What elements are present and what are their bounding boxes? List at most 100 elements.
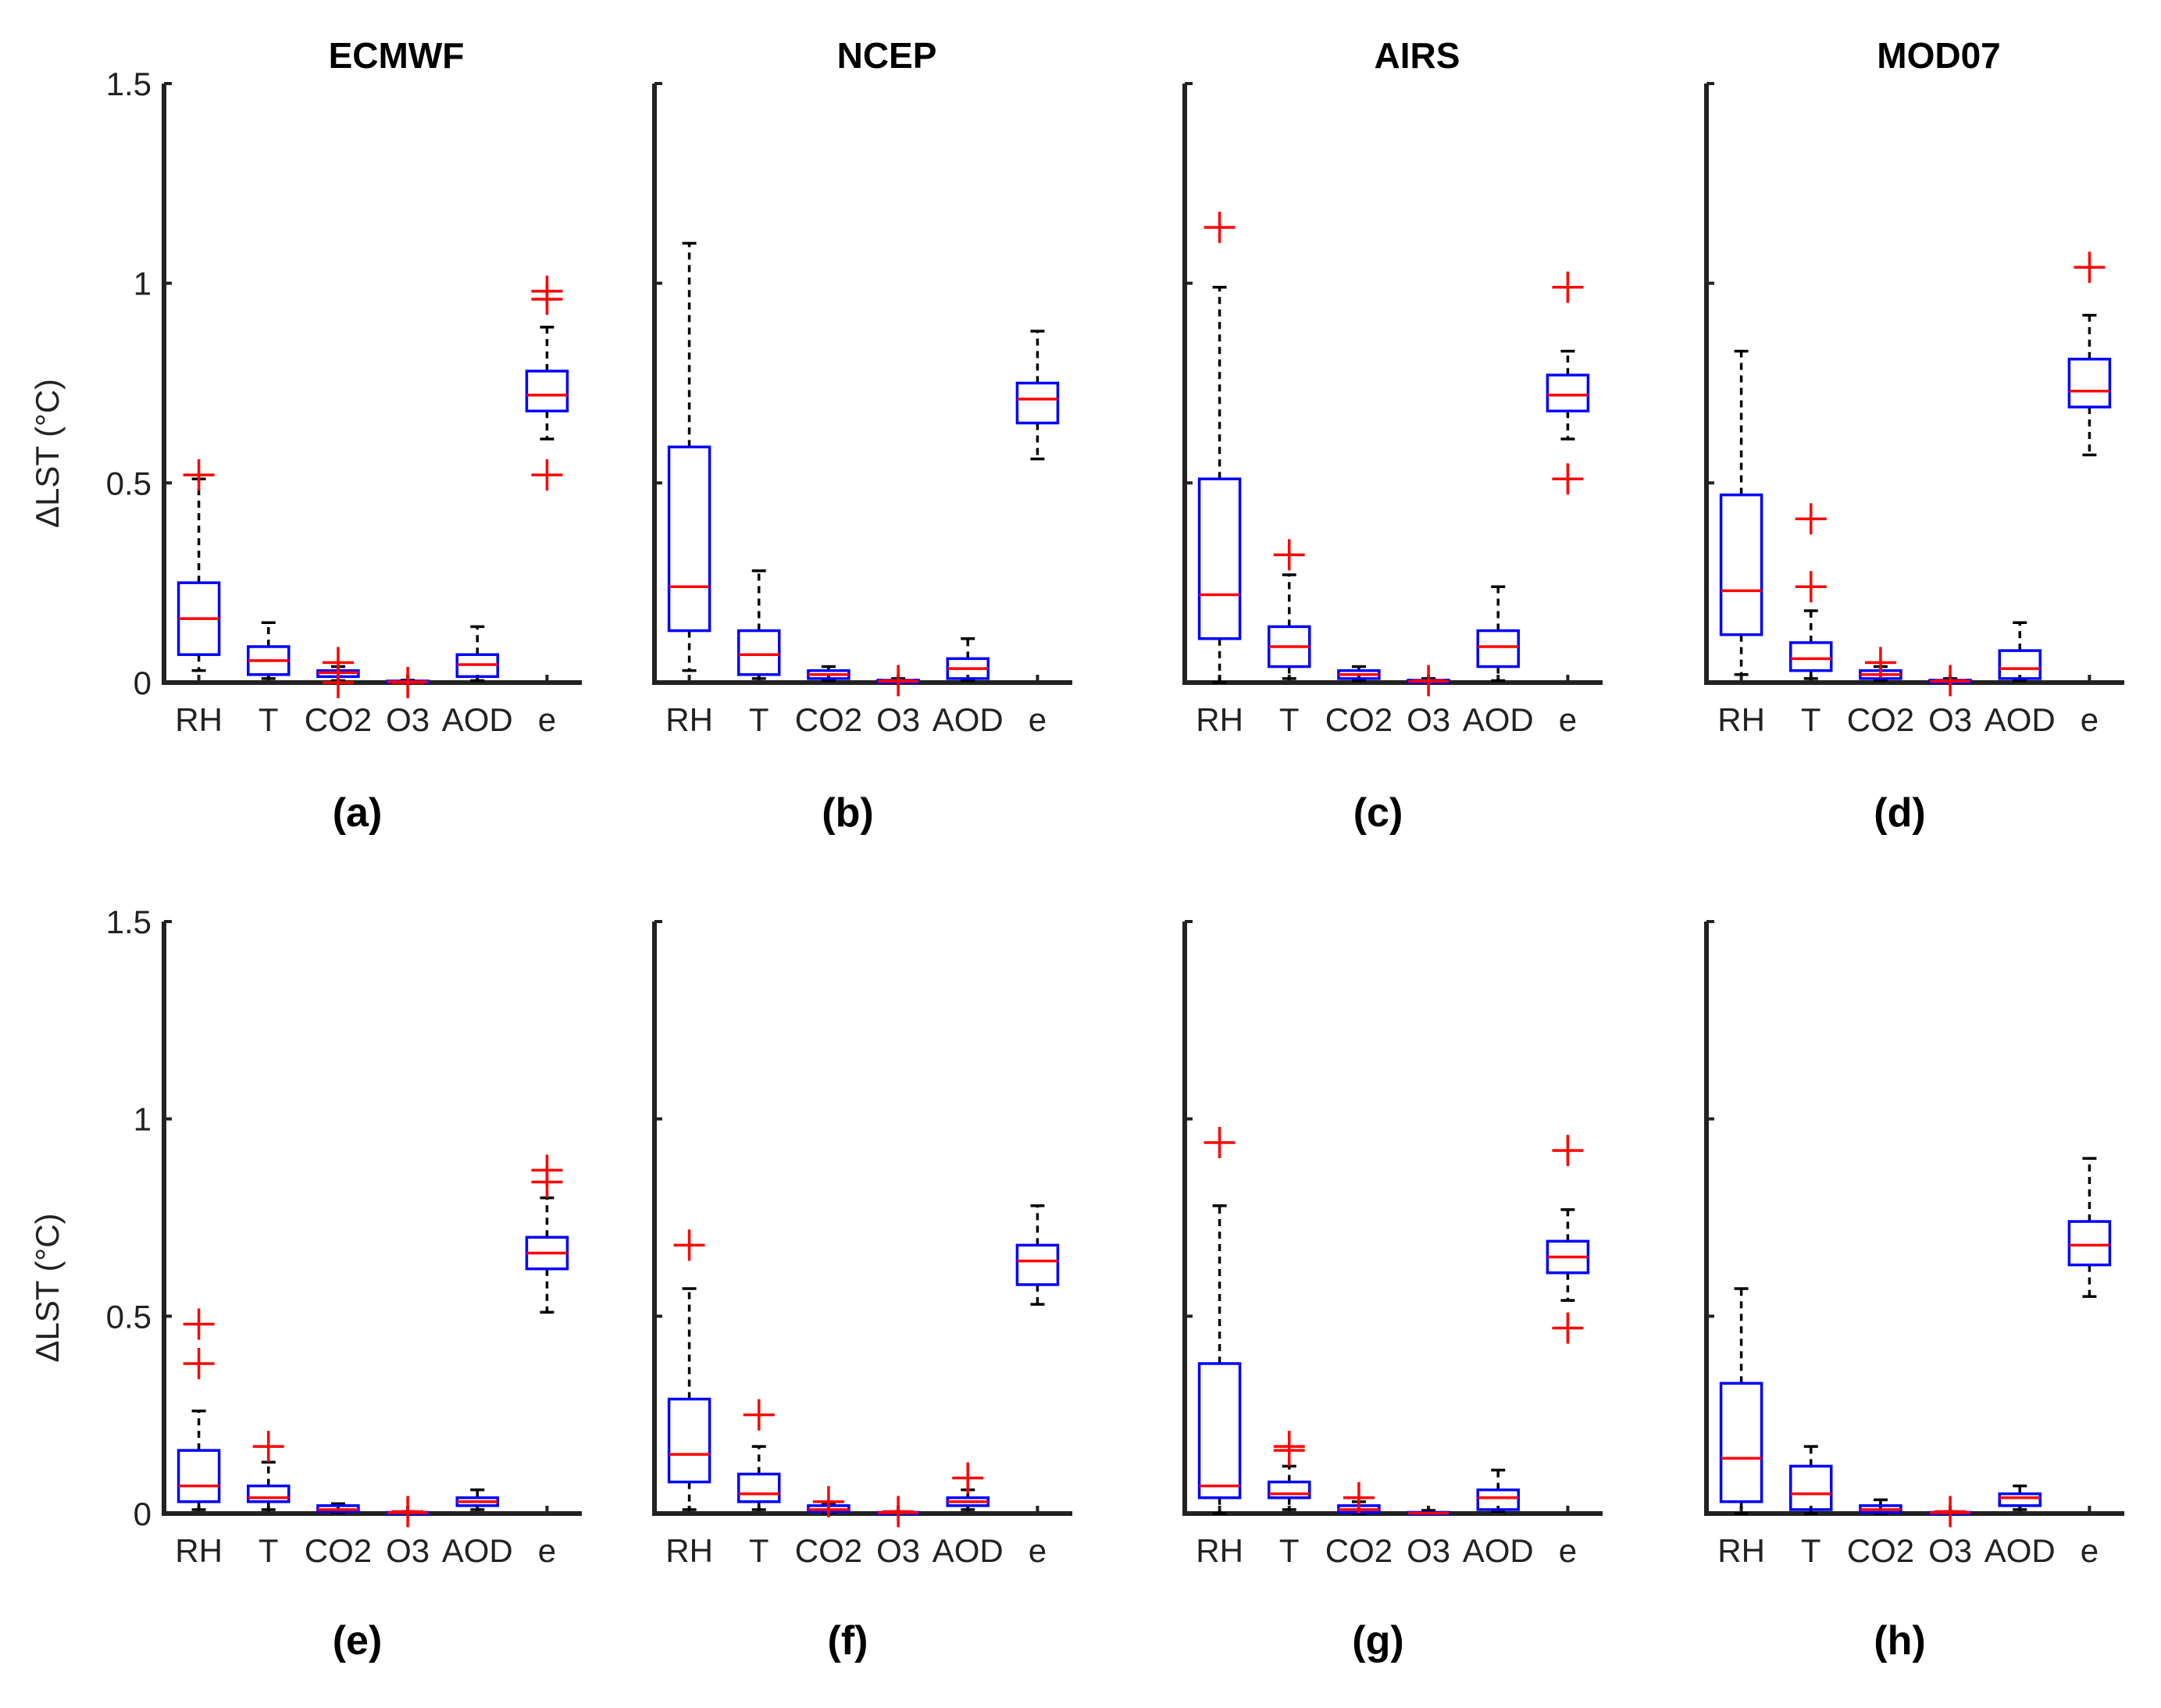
panel-title: NCEP — [837, 35, 937, 76]
outlier-marker — [952, 1462, 984, 1494]
y-axis-label: ΔLST (°C) — [29, 1213, 66, 1362]
panel-label: (b) — [822, 790, 873, 836]
outlier-marker — [392, 667, 424, 698]
iqr-box — [1197, 477, 1242, 640]
x-tick-label: AOD — [1984, 1532, 2056, 1569]
outlier-marker — [1273, 1431, 1305, 1463]
box-aod — [1998, 621, 2042, 683]
panel-label: (d) — [1874, 790, 1925, 836]
outlier-marker — [812, 1485, 844, 1517]
iqr-box — [667, 445, 711, 633]
iqr-box — [737, 1472, 781, 1503]
x-tick-label: CO2 — [1325, 701, 1393, 738]
box-rh — [667, 1229, 711, 1511]
x-tick-label: RH — [1196, 1532, 1243, 1569]
panel-h: RH T CO2 O3 AOD e (h) — [1704, 920, 2124, 1663]
x-tick-label: RH — [1717, 701, 1765, 738]
panel-label: (f) — [828, 1618, 868, 1663]
box-o3 — [1928, 1496, 1972, 1528]
box-rh — [177, 459, 221, 672]
box-co2 — [1859, 647, 1902, 683]
box-t — [1789, 503, 1833, 680]
iqr-box — [247, 1484, 291, 1503]
box-t — [247, 1431, 291, 1511]
panel-a: ECMWF 0 0.5 1 1.5 ΔLST (°C) RH T CO2 O3 AOD e (a) — [29, 35, 582, 836]
x-tick-label: AOD — [1984, 701, 2056, 738]
axis-lines — [652, 922, 1072, 1516]
y-tick-label: 1 — [134, 1101, 152, 1138]
box-rh — [1719, 1287, 1763, 1515]
box-rh — [177, 1308, 221, 1511]
x-tick-label: O3 — [1407, 1532, 1450, 1569]
iqr-box — [1789, 1464, 1833, 1511]
iqr-box — [1546, 373, 1590, 413]
box-e — [1546, 271, 1590, 495]
iqr-box — [2067, 1220, 2112, 1267]
outlier-marker — [2074, 251, 2106, 283]
x-tick-label: e — [1029, 1532, 1047, 1569]
box-aod — [1476, 585, 1520, 683]
outlier-marker — [1204, 212, 1236, 244]
panel-f: RH T CO2 O3 AOD e (f) — [652, 920, 1072, 1663]
x-tick-label: CO2 — [305, 1532, 372, 1569]
box-rh — [1197, 212, 1242, 684]
x-tick-label: RH — [1196, 701, 1243, 738]
outlier-marker — [1552, 463, 1584, 495]
panel-d: MOD07 RH T CO2 O3 AOD e (d) — [1704, 35, 2124, 836]
x-tick-label: CO2 — [1847, 1532, 1914, 1569]
box-t — [1268, 1431, 1311, 1511]
y-tick-label: 1.5 — [106, 904, 152, 940]
panel-title: ECMWF — [329, 35, 465, 76]
x-tick-label: AOD — [442, 701, 513, 738]
outlier-marker — [673, 1229, 705, 1261]
box-e — [2067, 251, 2112, 457]
panel-c: AIRS RH T CO2 O3 AOD e (c) — [1182, 35, 1603, 836]
x-tick-label: e — [1559, 701, 1577, 738]
box-rh — [1719, 349, 1763, 676]
x-tick-label: CO2 — [305, 701, 372, 738]
x-tick-label: AOD — [1463, 701, 1534, 738]
panel-b: NCEP RH T CO2 O3 AOD e (b) — [652, 35, 1072, 836]
x-tick-label: O3 — [876, 701, 920, 738]
x-tick-label: O3 — [1928, 701, 1972, 738]
y-tick-label: 0 — [134, 1496, 152, 1532]
x-tick-label: CO2 — [795, 701, 862, 738]
x-tick-label: O3 — [876, 1532, 920, 1569]
x-tick-label: T — [1801, 1532, 1821, 1569]
x-tick-label: AOD — [1463, 1532, 1534, 1569]
box-e — [525, 275, 569, 491]
x-tick-label: O3 — [386, 701, 430, 738]
x-tick-label: T — [749, 1532, 769, 1569]
x-tick-label: e — [538, 701, 556, 738]
outlier-marker — [743, 1399, 775, 1431]
x-tick-label: O3 — [1928, 1532, 1972, 1569]
axis-lines — [652, 84, 1072, 685]
x-tick-label: T — [749, 701, 769, 738]
box-t — [247, 621, 291, 680]
outlier-marker — [1273, 539, 1305, 571]
outlier-marker — [392, 1496, 424, 1528]
y-tick-label: 0.5 — [106, 465, 152, 501]
panel-label: (h) — [1874, 1618, 1925, 1663]
outlier-marker — [1935, 1496, 1967, 1528]
iqr-box — [1476, 1488, 1520, 1511]
box-co2 — [1859, 1498, 1902, 1515]
box-o3 — [386, 1496, 430, 1528]
panel-label: (a) — [333, 790, 383, 836]
y-tick-label: 1.5 — [106, 66, 152, 102]
x-tick-label: T — [259, 701, 279, 738]
y-tick-label: 0 — [134, 665, 152, 701]
x-tick-label: O3 — [1407, 701, 1450, 738]
iqr-box — [177, 1449, 221, 1503]
panel-label: (e) — [333, 1618, 383, 1663]
box-aod — [455, 1488, 499, 1511]
panel-title: MOD07 — [1877, 35, 2000, 76]
x-tick-label: CO2 — [1847, 701, 1914, 738]
outlier-marker — [1552, 1312, 1584, 1344]
outlier-marker — [1343, 1482, 1375, 1514]
panel-label: (g) — [1352, 1618, 1403, 1663]
box-e — [1015, 330, 1060, 461]
outlier-marker — [1552, 1135, 1584, 1167]
x-tick-label: AOD — [933, 701, 1004, 738]
